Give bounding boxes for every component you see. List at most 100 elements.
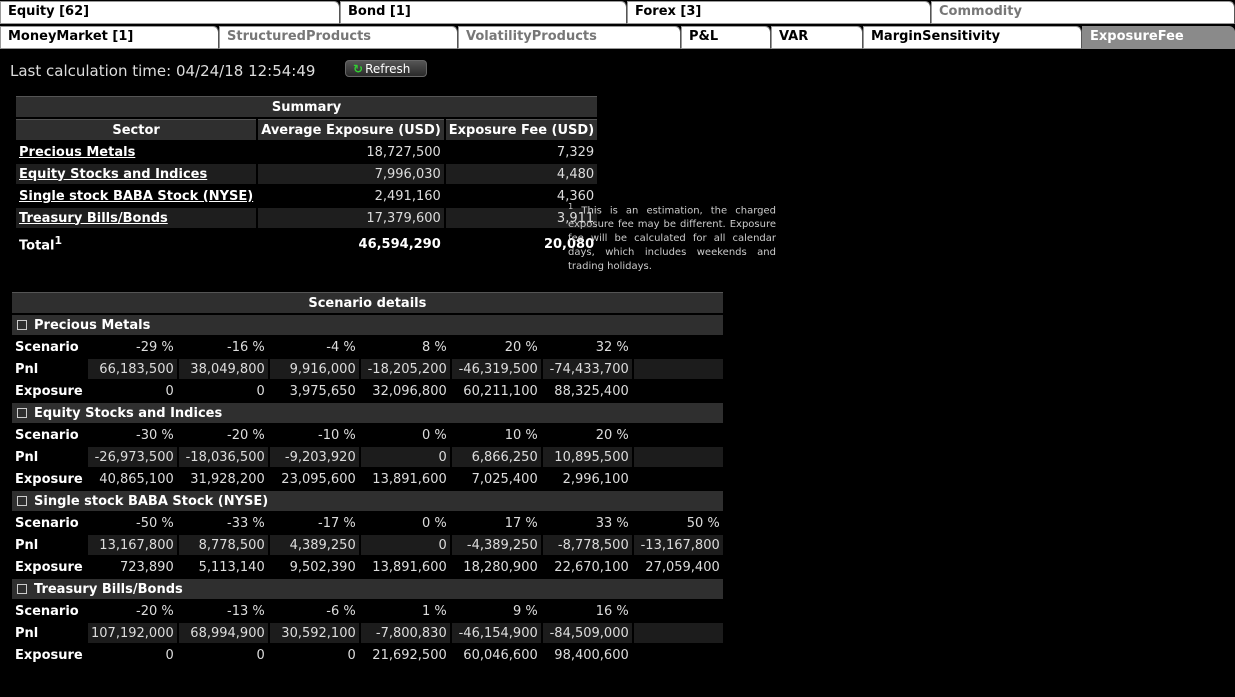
pnl-value: 6,866,250 [451, 447, 541, 467]
exposure-row-label: Exposure [15, 559, 83, 575]
pnl-value: -18,036,500 [178, 447, 268, 467]
pnl-value: 107,192,000 [87, 623, 177, 643]
section-name: Equity Stocks and Indices [34, 405, 223, 421]
summary-table: Summary Sector Average Exposure (USD) Ex… [14, 94, 599, 260]
scenario-row: Scenario -30 % -20 % -10 % 0 % 10 % 20 % [12, 425, 723, 445]
total-label: Total [19, 238, 55, 254]
summary-row: Single stock BABA Stock (NYSE) 2,491,160… [16, 186, 597, 206]
pnl-value: -84,509,000 [542, 623, 632, 643]
sector-link[interactable]: Treasury Bills/Bonds [19, 210, 168, 226]
exposure-value: 0 [256, 647, 265, 663]
section-title-cell: Treasury Bills/Bonds [12, 579, 723, 599]
pnl-value: 66,183,500 [87, 359, 177, 379]
exposure-value [634, 645, 723, 665]
summary-total-row: Total1 46,594,290 20,080 [16, 230, 597, 258]
pnl-value: -7,800,830 [360, 623, 450, 643]
pnl-value: 0 [360, 447, 450, 467]
tab-var[interactable]: VAR [771, 26, 863, 49]
estimation-footnote: 1 This is an estimation, the charged exp… [568, 199, 776, 274]
pnl-value: 13,167,800 [87, 535, 177, 555]
scenario-value: 8 % [421, 339, 447, 355]
summary-title: Summary [16, 96, 598, 117]
scenario-value: 0 % [421, 427, 447, 443]
avg-exposure-value: 18,727,500 [366, 144, 441, 160]
exposure-value: 40,865,100 [99, 471, 174, 487]
tab-volatilityproducts[interactable]: VolatilityProducts [458, 26, 681, 49]
collapse-toggle-icon[interactable] [17, 320, 27, 330]
scenario-row-label: Scenario [15, 339, 79, 355]
scenario-row: Scenario -29 % -16 % -4 % 8 % 20 % 32 % [12, 337, 723, 357]
exposure-value: 9,502,390 [289, 559, 356, 575]
scenario-details-table: Scenario details Precious Metals Scenario… [10, 290, 725, 667]
exposure-fee-value: 7,329 [556, 144, 595, 160]
tab-moneymarket[interactable]: MoneyMarket [1] [0, 26, 219, 49]
section-title-cell: Equity Stocks and Indices [12, 403, 723, 423]
tab-equity[interactable]: Equity [62] [0, 1, 340, 24]
exposure-value: 0 [165, 383, 174, 399]
pnl-row-label: Pnl [12, 359, 86, 379]
exposure-row: Exposure 40,865,100 31,928,200 23,095,600 13… [12, 469, 723, 489]
exposure-value: 13,891,600 [372, 471, 447, 487]
exposure-value: 0 [347, 647, 356, 663]
last-calculation-time: Last calculation time: 04/24/18 12:54:49 [10, 62, 316, 80]
scenario-value: -6 % [326, 603, 356, 619]
collapse-toggle-icon[interactable] [17, 584, 27, 594]
scenario-value: -20 % [227, 427, 265, 443]
tab-marginsensitivity[interactable]: MarginSensitivity [863, 26, 1082, 49]
exposure-value: 22,670,100 [554, 559, 629, 575]
tab-forex[interactable]: Forex [3] [627, 1, 931, 24]
scenario-section-header: Precious Metals [12, 315, 723, 335]
section-name: Precious Metals [34, 317, 151, 333]
scenario-section-header: Single stock BABA Stock (NYSE) [12, 491, 723, 511]
sector-link[interactable]: Precious Metals [19, 144, 136, 160]
scenario-section-header: Equity Stocks and Indices [12, 403, 723, 423]
tab-commodity[interactable]: Commodity [931, 1, 1235, 24]
tab-pnl[interactable]: P&L [681, 26, 771, 49]
collapse-toggle-icon[interactable] [17, 496, 27, 506]
pnl-value: -26,973,500 [87, 447, 177, 467]
total-avg-exposure: 46,594,290 [358, 236, 441, 252]
pnl-row-label: Pnl [12, 535, 86, 555]
scenario-value: -13 % [227, 603, 265, 619]
summary-header-sector: Sector [16, 119, 257, 140]
exposure-value: 7,025,400 [471, 471, 538, 487]
sector-link[interactable]: Equity Stocks and Indices [19, 166, 208, 182]
exposure-value [634, 381, 723, 401]
refresh-button[interactable]: ↻ Refresh [345, 60, 427, 77]
exposure-value: 98,400,600 [554, 647, 629, 663]
pnl-value: 8,778,500 [178, 535, 268, 555]
pnl-value: 68,994,900 [178, 623, 268, 643]
tab-structuredproducts[interactable]: StructuredProducts [219, 26, 458, 49]
pnl-value: -46,154,900 [451, 623, 541, 643]
summary-row: Treasury Bills/Bonds 17,379,600 3,911 [16, 208, 598, 228]
scenario-row: Scenario -20 % -13 % -6 % 1 % 9 % 16 % [12, 601, 723, 621]
exposure-value: 0 [165, 647, 174, 663]
scenario-value: 20 % [595, 427, 629, 443]
pnl-value: 0 [360, 535, 450, 555]
sector-link[interactable]: Single stock BABA Stock (NYSE) [19, 188, 254, 204]
scenario-value: -50 % [136, 515, 174, 531]
refresh-icon: ↻ [353, 62, 364, 76]
exposure-row: Exposure 723,890 5,113,140 9,502,390 13,891,… [12, 557, 723, 577]
pnl-value: -13,167,800 [633, 535, 723, 555]
scenario-value: -10 % [318, 427, 356, 443]
exposure-value: 0 [256, 383, 265, 399]
scenario-value: 16 % [595, 603, 629, 619]
pnl-row: Pnl -26,973,500 -18,036,500 -9,203,920 0 6,86… [12, 447, 723, 467]
pnl-value: 10,895,500 [542, 447, 632, 467]
pnl-value: -74,433,700 [542, 359, 632, 379]
tab-exposurefee[interactable]: ExposureFee [1082, 26, 1235, 49]
exposure-value: 32,096,800 [372, 383, 447, 399]
scenario-value: 0 % [421, 515, 447, 531]
tab-bond[interactable]: Bond [1] [340, 1, 627, 24]
pnl-value: 30,592,100 [269, 623, 359, 643]
collapse-toggle-icon[interactable] [17, 408, 27, 418]
scenario-value [634, 601, 723, 621]
section-title-cell: Single stock BABA Stock (NYSE) [12, 491, 723, 511]
pnl-row-label: Pnl [12, 447, 86, 467]
summary-row: Equity Stocks and Indices 7,996,030 4,48… [16, 164, 598, 184]
section-title-cell: Precious Metals [12, 315, 723, 335]
exposure-value: 60,046,600 [463, 647, 538, 663]
exposure-value: 2,996,100 [562, 471, 629, 487]
scenario-value: -20 % [136, 603, 174, 619]
